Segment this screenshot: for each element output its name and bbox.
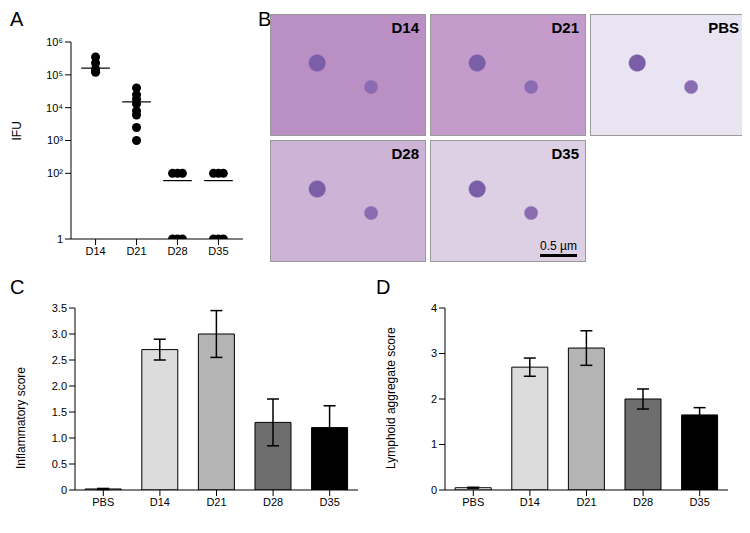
svg-text:D28: D28 — [263, 496, 283, 508]
svg-text:2.5: 2.5 — [52, 354, 67, 366]
svg-text:3.0: 3.0 — [52, 328, 67, 340]
svg-text:1.5: 1.5 — [52, 406, 67, 418]
svg-text:D21: D21 — [126, 245, 146, 257]
svg-text:Inflammatory score: Inflammatory score — [14, 367, 28, 469]
svg-text:D14: D14 — [85, 245, 105, 257]
html-text:D21: D21 — [551, 19, 579, 36]
svg-text:D21: D21 — [206, 496, 226, 508]
svg-text:PBS: PBS — [92, 496, 114, 508]
svg-text:2: 2 — [431, 393, 437, 405]
svg-text:0.5: 0.5 — [52, 458, 67, 470]
svg-text:2.0: 2.0 — [52, 380, 67, 392]
svg-text:D35: D35 — [690, 496, 710, 508]
html-text:D28: D28 — [391, 145, 419, 162]
svg-text:10⁴: 10⁴ — [46, 102, 63, 114]
svg-text:D14: D14 — [150, 496, 170, 508]
svg-text:1: 1 — [431, 438, 437, 450]
svg-text:IFU: IFU — [10, 121, 24, 140]
html-text:PBS: PBS — [708, 19, 739, 36]
html-text:0.5 µm: 0.5 µm — [540, 239, 577, 253]
svg-text:D35: D35 — [320, 496, 340, 508]
svg-text:10²: 10² — [47, 167, 63, 179]
svg-text:D21: D21 — [576, 496, 596, 508]
svg-text:3.5: 3.5 — [52, 302, 67, 314]
svg-text:1.0: 1.0 — [52, 432, 67, 444]
svg-text:D35: D35 — [208, 245, 228, 257]
svg-text:10⁵: 10⁵ — [46, 69, 63, 81]
html-text:D: D — [376, 276, 391, 298]
svg-text:0: 0 — [61, 484, 67, 496]
svg-text:D14: D14 — [520, 496, 540, 508]
svg-text:10⁶: 10⁶ — [46, 36, 63, 48]
svg-text:D28: D28 — [167, 245, 187, 257]
svg-text:0: 0 — [431, 484, 437, 496]
svg-text:PBS: PBS — [462, 496, 484, 508]
html-text:C: C — [10, 276, 25, 298]
html-text:B: B — [258, 8, 272, 30]
html-text:D14: D14 — [391, 19, 419, 36]
html-text:D35: D35 — [551, 145, 579, 162]
svg-text:D28: D28 — [633, 496, 653, 508]
svg-text:3: 3 — [431, 347, 437, 359]
svg-text:Lymphoid aggregate score: Lymphoid aggregate score — [384, 327, 398, 469]
svg-text:10³: 10³ — [47, 134, 63, 146]
svg-text:1: 1 — [57, 233, 63, 245]
svg-text:4: 4 — [431, 302, 437, 314]
html-text:A: A — [10, 8, 24, 30]
